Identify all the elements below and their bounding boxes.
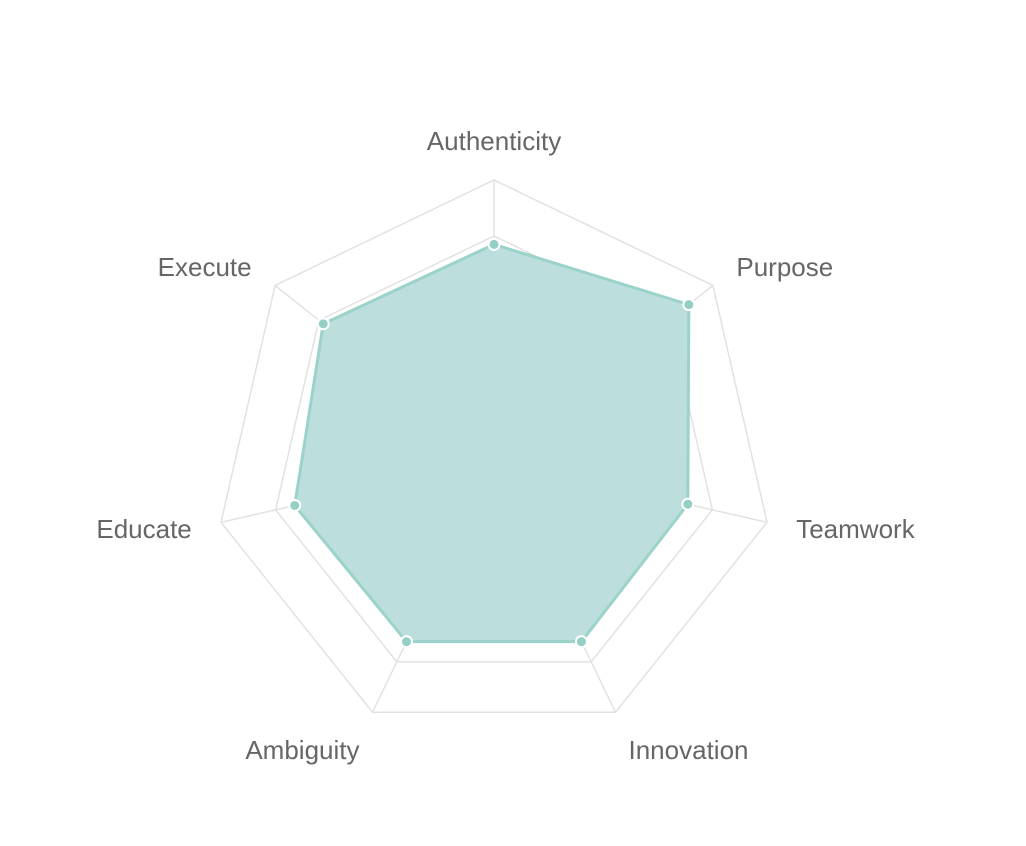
data-point-innovation[interactable] — [574, 635, 588, 649]
axis-label-teamwork: Teamwork — [796, 514, 915, 544]
series-area — [293, 242, 691, 644]
data-point-authenticity[interactable] — [487, 237, 501, 251]
data-point-purpose[interactable] — [682, 298, 696, 312]
axis-label-execute: Execute — [158, 252, 252, 282]
radar-series — [288, 237, 696, 649]
axis-label-innovation: Innovation — [629, 735, 749, 765]
data-point-educate[interactable] — [288, 498, 302, 512]
data-point-execute[interactable] — [316, 317, 330, 331]
data-point-ambiguity[interactable] — [400, 635, 414, 649]
axis-label-authenticity: Authenticity — [427, 126, 561, 156]
axis-label-purpose: Purpose — [736, 252, 833, 282]
axis-label-educate: Educate — [96, 514, 191, 544]
axis-labels: Authenticity Purpose Teamwork Innovation Amb… — [96, 126, 915, 765]
data-point-teamwork[interactable] — [681, 497, 695, 511]
axis-label-ambiguity: Ambiguity — [245, 735, 359, 765]
grid-ring — [220, 179, 768, 714]
